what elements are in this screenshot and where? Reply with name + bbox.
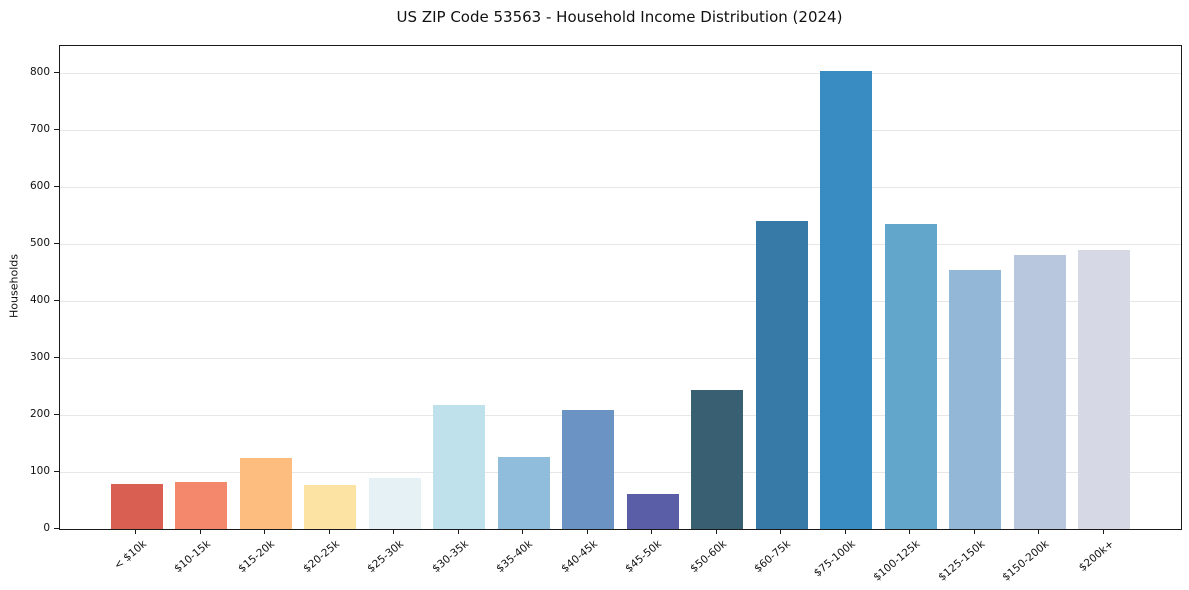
x-tick-14	[1038, 529, 1040, 534]
y-tick-500	[54, 243, 59, 245]
bar-15-20k	[239, 457, 292, 529]
bar-10-15k	[175, 482, 228, 529]
bar-20-25k	[304, 484, 357, 529]
y-tick-label-500: 500	[29, 237, 50, 250]
bar-150-200k	[1013, 255, 1066, 529]
x-tick-label-5: $30-35k	[430, 538, 471, 576]
gridline-y-500	[60, 244, 1181, 246]
bar-125-150k	[949, 269, 1002, 529]
x-tick-7	[586, 529, 588, 534]
x-tick-12	[909, 529, 911, 534]
chart-title: US ZIP Code 53563 - Household Income Dis…	[396, 8, 843, 26]
bar-100-125k	[884, 224, 937, 529]
gridline-y-600	[60, 187, 1181, 189]
bar-25-30k	[368, 477, 421, 529]
x-tick-2	[264, 529, 266, 534]
bar-35-40k	[497, 456, 550, 529]
x-tick-11	[844, 529, 846, 534]
y-tick-600	[54, 186, 59, 188]
bar-45-50k	[626, 493, 679, 529]
y-tick-label-400: 400	[29, 293, 50, 306]
x-tick-4	[393, 529, 395, 534]
x-tick-3	[328, 529, 330, 534]
bar-40-45k	[562, 410, 615, 529]
y-tick-label-100: 100	[29, 464, 50, 477]
x-tick-15	[1102, 529, 1104, 534]
y-tick-700	[54, 129, 59, 131]
bar-75-100k	[820, 71, 873, 529]
x-tick-label-10: $60-75k	[752, 538, 794, 576]
gridline-y-700	[60, 130, 1181, 132]
y-axis-label: Households	[7, 254, 21, 318]
y-tick-200	[54, 413, 59, 415]
plot-area	[59, 45, 1182, 530]
y-tick-label-700: 700	[29, 123, 50, 136]
x-tick-label-0: < $10k	[111, 538, 149, 572]
x-tick-1	[199, 529, 201, 534]
x-tick-9	[715, 529, 717, 534]
x-tick-label-2: $15-20k	[236, 538, 278, 576]
gridline-y-400	[60, 300, 1181, 302]
y-tick-label-0: 0	[43, 521, 50, 534]
x-tick-0	[135, 529, 137, 534]
y-tick-label-600: 600	[29, 180, 50, 193]
bar-50-60k	[691, 390, 744, 529]
x-tick-label-13: $125-150k	[935, 538, 987, 584]
gridline-y-100	[60, 471, 1181, 473]
x-tick-label-12: $100-125k	[871, 538, 923, 584]
y-tick-400	[54, 299, 59, 301]
x-tick-5	[457, 529, 459, 534]
gridline-y-800	[60, 73, 1181, 75]
y-tick-300	[54, 356, 59, 358]
y-tick-label-800: 800	[29, 66, 50, 79]
gridline-y-300	[60, 357, 1181, 359]
x-tick-label-3: $20-25k	[301, 538, 342, 576]
bar-60-75k	[755, 221, 808, 529]
x-tick-label-14: $150-200k	[1000, 538, 1052, 584]
x-tick-10	[780, 529, 782, 534]
gridline-y-200	[60, 414, 1181, 416]
x-tick-label-1: $10-15k	[172, 538, 213, 576]
x-tick-label-15: $200k+	[1076, 538, 1116, 574]
x-tick-label-9: $50-60k	[688, 538, 729, 576]
bar-10k	[110, 484, 163, 529]
bar-200k	[1078, 249, 1131, 529]
x-tick-8	[651, 529, 653, 534]
bar-30-35k	[433, 404, 486, 529]
x-tick-label-6: $35-40k	[494, 538, 536, 576]
y-tick-0	[54, 527, 59, 529]
y-tick-label-200: 200	[29, 407, 50, 420]
x-tick-13	[973, 529, 975, 534]
x-tick-label-4: $25-30k	[365, 538, 407, 576]
y-tick-800	[54, 72, 59, 74]
x-tick-6	[522, 529, 524, 534]
x-tick-label-11: $75-100k	[811, 538, 858, 580]
x-tick-label-7: $40-45k	[559, 538, 600, 576]
x-tick-label-8: $45-50k	[623, 538, 665, 576]
y-tick-label-300: 300	[29, 350, 50, 363]
y-tick-100	[54, 470, 59, 472]
